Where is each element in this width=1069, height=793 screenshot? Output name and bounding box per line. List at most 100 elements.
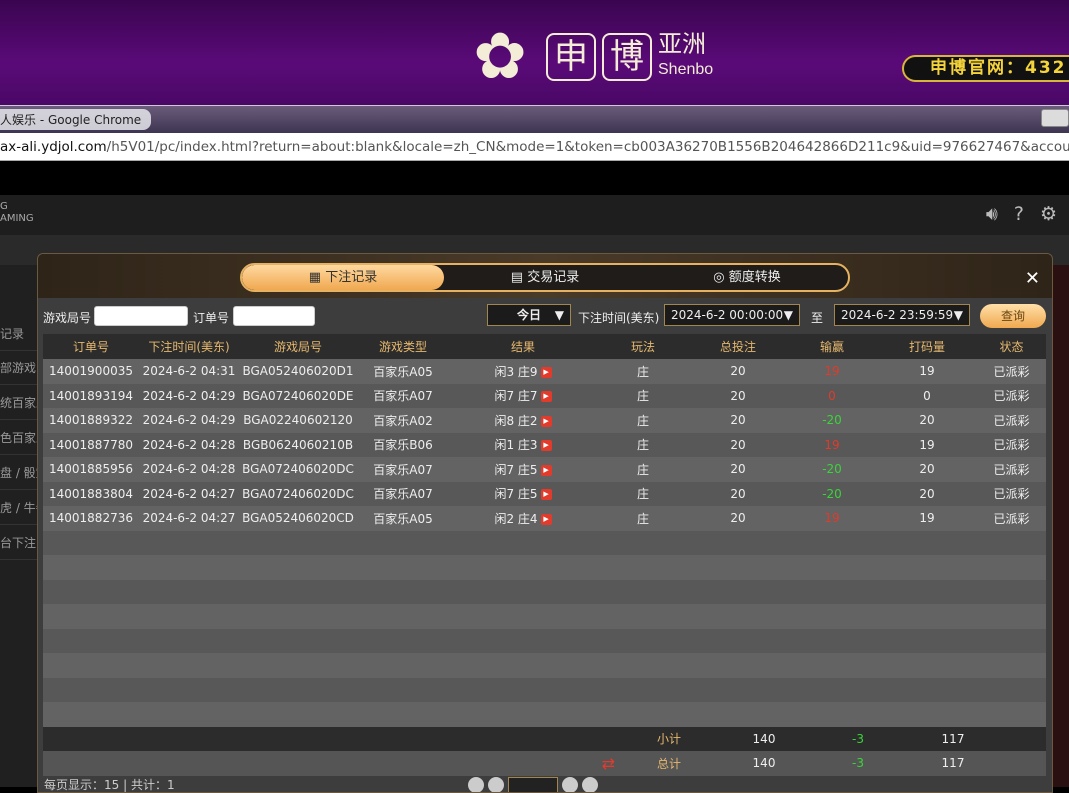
end-time-select[interactable]: 2024-6-2 23:59:59 ▼ bbox=[834, 304, 970, 326]
next-page-button[interactable] bbox=[562, 777, 578, 792]
subtotal-bet: 140 bbox=[752, 731, 776, 746]
cell-text: BGA072406020DC bbox=[242, 486, 354, 501]
table-row: 14001887780 2024-6-2 04:28 BGB0624060210B 百… bbox=[43, 432, 1046, 457]
chevron-down-icon: ▼ bbox=[554, 308, 564, 322]
cell-text: 19 bbox=[824, 437, 840, 452]
cell-text: 庄 bbox=[636, 511, 649, 526]
cell-text: 已派彩 bbox=[993, 511, 1030, 526]
url-path: /h5V01/pc/index.html?return=about:blank&… bbox=[106, 139, 1069, 155]
cell-text: 庄 bbox=[636, 413, 649, 428]
empty-row bbox=[43, 555, 1046, 580]
sidebar-item[interactable]: 部游戏 bbox=[0, 351, 40, 385]
cell-text: 2024-6-2 04:27 bbox=[142, 486, 236, 501]
cell-text: 闲3 庄9 bbox=[494, 364, 538, 379]
right-panel bbox=[1053, 265, 1069, 787]
range-select[interactable]: 今日 ▼ bbox=[487, 304, 571, 326]
end-value: 2024-6-2 23:59:59 bbox=[841, 308, 954, 322]
table-cell: 14001900035 bbox=[43, 364, 139, 378]
cell-text: 14001883804 bbox=[49, 486, 133, 501]
play-replay-icon[interactable]: ▶ bbox=[540, 440, 552, 452]
cell-text: 2024-6-2 04:29 bbox=[142, 388, 236, 403]
column-header: 状态 bbox=[999, 340, 1024, 354]
game-sidebar: 记录 部游戏 统百家乐 色百家乐 盘 / 骰宝 虎 / 牛牛 台下注 bbox=[0, 265, 40, 787]
cell-text: 14001885956 bbox=[49, 462, 133, 477]
sidebar-item[interactable]: 记录 bbox=[0, 317, 40, 351]
tab-credit-transfer[interactable]: ◎ 额度转换 bbox=[646, 265, 848, 290]
table-cell: 已派彩 bbox=[977, 436, 1046, 453]
address-bar[interactable]: ax-ali.ydjol.com/h5V01/pc/index.html?ret… bbox=[0, 133, 1069, 161]
column-header: 下注时间(美东) bbox=[148, 340, 230, 354]
table-cell: 2024-6-2 04:29 bbox=[139, 389, 239, 403]
total-label: 总计 bbox=[656, 756, 681, 771]
table-cell: 已派彩 bbox=[977, 412, 1046, 429]
sidebar-item[interactable]: 台下注 bbox=[0, 526, 40, 560]
sidebar-item[interactable]: 盘 / 骰宝 bbox=[0, 456, 40, 490]
official-site-label: 申博官网：432 bbox=[902, 55, 1069, 82]
play-replay-icon[interactable]: ▶ bbox=[540, 489, 552, 501]
gear-icon[interactable]: ⚙ bbox=[1039, 203, 1057, 225]
table-cell: 闲2 庄4 ▶ bbox=[449, 510, 597, 527]
url-host: ax-ali.ydjol.com bbox=[0, 139, 107, 155]
empty-row bbox=[43, 653, 1046, 678]
sidebar-item[interactable]: 色百家乐 bbox=[0, 421, 40, 455]
page-info: 每页显示：15 | 共计：1 bbox=[44, 778, 175, 792]
order-input[interactable] bbox=[233, 306, 315, 326]
play-replay-icon[interactable]: ▶ bbox=[540, 366, 552, 378]
table-cell: 2024-6-2 04:29 bbox=[139, 413, 239, 427]
table-cell: BGA052406020D1 bbox=[239, 364, 357, 378]
cell-text: 20 bbox=[730, 486, 746, 501]
cell-text: -20 bbox=[822, 413, 842, 428]
empty-row bbox=[43, 677, 1046, 702]
table-cell: 20 bbox=[689, 413, 787, 427]
round-label: 游戏局号 bbox=[43, 311, 92, 325]
cell-text: BGA052406020D1 bbox=[242, 364, 354, 379]
play-replay-icon[interactable]: ▶ bbox=[540, 513, 552, 525]
page-input[interactable] bbox=[508, 777, 558, 792]
help-icon[interactable]: ? bbox=[1013, 203, 1024, 225]
sidebar-item[interactable]: 统百家乐 bbox=[0, 386, 40, 420]
sidebar-item[interactable]: 虎 / 牛牛 bbox=[0, 491, 40, 525]
play-replay-icon[interactable]: ▶ bbox=[540, 415, 552, 427]
table-cell: 19 bbox=[787, 511, 877, 525]
modal-tabs: ▦ 下注记录 ▤ 交易记录 ◎ 额度转换 bbox=[240, 263, 850, 292]
cell-text: 百家乐A05 bbox=[373, 364, 433, 379]
query-button[interactable]: 查询 bbox=[980, 304, 1046, 328]
first-page-button[interactable] bbox=[468, 777, 484, 792]
table-cell: BGA072406020DE bbox=[239, 389, 357, 403]
sound-icon[interactable]: 🔊︎ bbox=[985, 203, 998, 225]
cell-text: 百家乐A07 bbox=[373, 389, 433, 404]
table-cell: 庄 bbox=[597, 387, 689, 404]
table-cell: 2024-6-2 04:27 bbox=[139, 487, 239, 501]
total-win: -3 bbox=[852, 756, 864, 771]
last-page-button[interactable] bbox=[582, 777, 598, 792]
refresh-icon[interactable]: ⇄ bbox=[601, 753, 615, 773]
logo-cn: 亚洲 bbox=[658, 30, 706, 58]
column-header: 游戏局号 bbox=[273, 340, 322, 354]
table-cell: 闲7 庄5 ▶ bbox=[449, 461, 597, 478]
tab-transaction-records[interactable]: ▤ 交易记录 bbox=[444, 265, 646, 290]
minimize-button[interactable] bbox=[1041, 109, 1069, 127]
table-cell: 百家乐A05 bbox=[357, 363, 449, 380]
tab-bet-records[interactable]: ▦ 下注记录 bbox=[242, 265, 444, 290]
pagination bbox=[468, 777, 598, 792]
play-replay-icon[interactable]: ▶ bbox=[540, 391, 552, 403]
game-logo: G AMING bbox=[0, 201, 34, 224]
cell-text: 庄 bbox=[636, 487, 649, 502]
start-time-select[interactable]: 2024-6-2 00:00:00 ▼ bbox=[664, 304, 800, 326]
table-cell: 19 bbox=[877, 438, 977, 452]
table-cell: 14001887780 bbox=[43, 438, 139, 452]
round-input[interactable] bbox=[94, 306, 188, 326]
table-cell: BGB0624060210B bbox=[239, 438, 357, 452]
column-header: 结果 bbox=[510, 340, 535, 354]
cell-text: 14001882736 bbox=[49, 511, 133, 526]
cell-text: 14001887780 bbox=[49, 437, 133, 452]
cell-text: 百家乐B06 bbox=[373, 438, 433, 453]
close-icon[interactable]: ✕ bbox=[1024, 268, 1040, 289]
cell-text: 百家乐A07 bbox=[373, 462, 433, 477]
table-cell: 20 bbox=[877, 413, 977, 427]
play-replay-icon[interactable]: ▶ bbox=[540, 464, 552, 476]
cell-text: BGA072406020DC bbox=[242, 462, 354, 477]
table-cell: 庄 bbox=[597, 461, 689, 478]
table-cell: 庄 bbox=[597, 363, 689, 380]
prev-page-button[interactable] bbox=[488, 777, 504, 792]
